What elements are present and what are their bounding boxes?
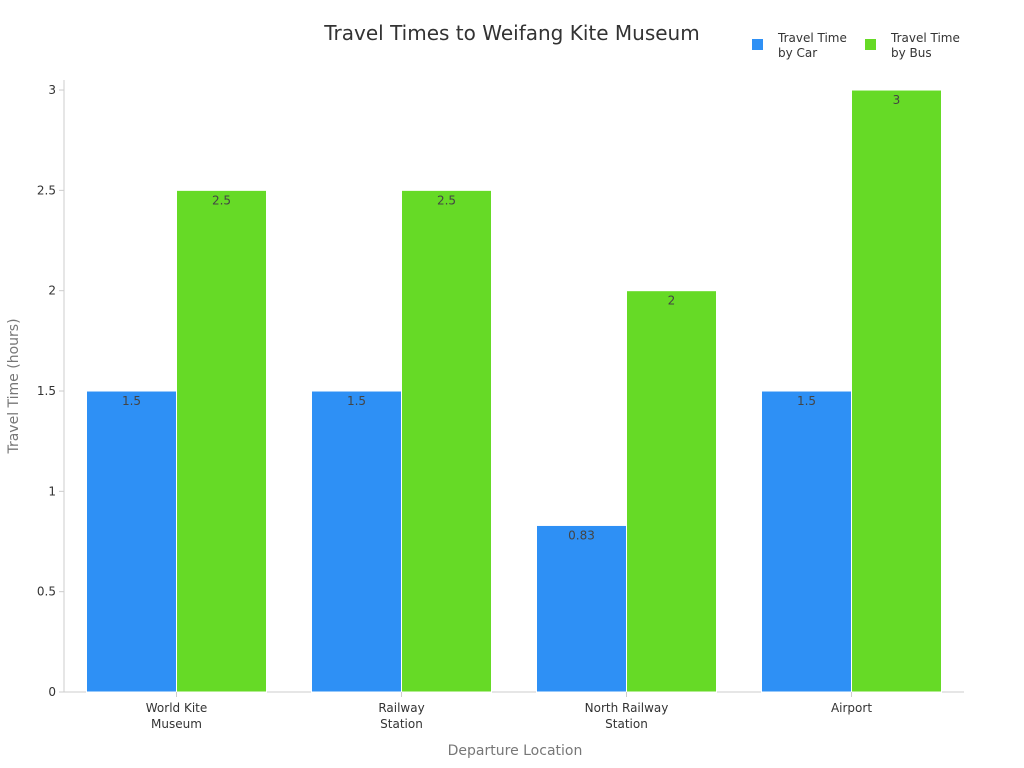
x-tick-label-line: Museum <box>151 717 202 731</box>
bar-value-label: 2.5 <box>212 193 231 207</box>
legend-label-car: Travel Time by Car <box>777 31 847 60</box>
bar-value-label: 3 <box>893 93 901 107</box>
bars: 1.5 2.5 1.5 2.5 0.83 2 1.5 3 <box>86 89 942 693</box>
bar-value-label: 0.83 <box>568 528 595 542</box>
bar-bus <box>626 290 717 693</box>
legend-label-bus: Travel Time by Bus <box>890 31 960 60</box>
y-tick-label: 1 <box>48 484 56 498</box>
x-tick-label: Airport <box>831 701 872 715</box>
bar-value-label: 2.5 <box>437 193 456 207</box>
bar-car <box>536 524 627 693</box>
legend-label-line: by Car <box>778 46 817 60</box>
bar-value-label: 1.5 <box>122 394 141 408</box>
y-tick-label: 2 <box>48 284 56 298</box>
bar-car <box>86 390 177 693</box>
legend-label-line: by Bus <box>891 46 932 60</box>
x-tick-label-line: Station <box>605 717 648 731</box>
bar-value-label: 2 <box>668 294 676 308</box>
bar-value-label: 1.5 <box>347 394 366 408</box>
bar-value-label: 1.5 <box>797 394 816 408</box>
x-tick-label: Railway Station <box>378 701 424 731</box>
x-tick-label-line: Station <box>380 717 423 731</box>
bar-bus <box>176 189 267 693</box>
y-tick-label: 0.5 <box>37 585 56 599</box>
y-tick-label: 0 <box>48 685 56 699</box>
x-tick-label-line: World Kite <box>146 701 208 715</box>
x-tick-label-line: Railway <box>378 701 424 715</box>
legend-swatch-bus <box>865 39 876 50</box>
x-tick-label-line: North Railway <box>585 701 669 715</box>
legend-label-line: Travel Time <box>777 31 847 45</box>
y-tick-label: 3 <box>48 83 56 97</box>
bar-bus <box>851 89 942 693</box>
bar-car <box>761 390 852 693</box>
legend-label-line: Travel Time <box>890 31 960 45</box>
y-tick-label: 1.5 <box>37 384 56 398</box>
x-axis-title: Departure Location <box>448 743 583 759</box>
chart-title: Travel Times to Weifang Kite Museum <box>323 21 699 45</box>
x-tick-label-line: Airport <box>831 701 872 715</box>
x-tick-label: World Kite Museum <box>146 701 208 731</box>
y-tick-label: 2.5 <box>37 183 56 197</box>
bar-car <box>311 390 402 693</box>
x-tick-label: North Railway Station <box>585 701 669 731</box>
y-axis-title: Travel Time (hours) <box>6 318 22 454</box>
legend-swatch-car <box>752 39 763 50</box>
bar-bus <box>401 189 492 693</box>
y-axis-ticks: 0 0.5 1 1.5 2 2.5 3 <box>37 83 64 699</box>
